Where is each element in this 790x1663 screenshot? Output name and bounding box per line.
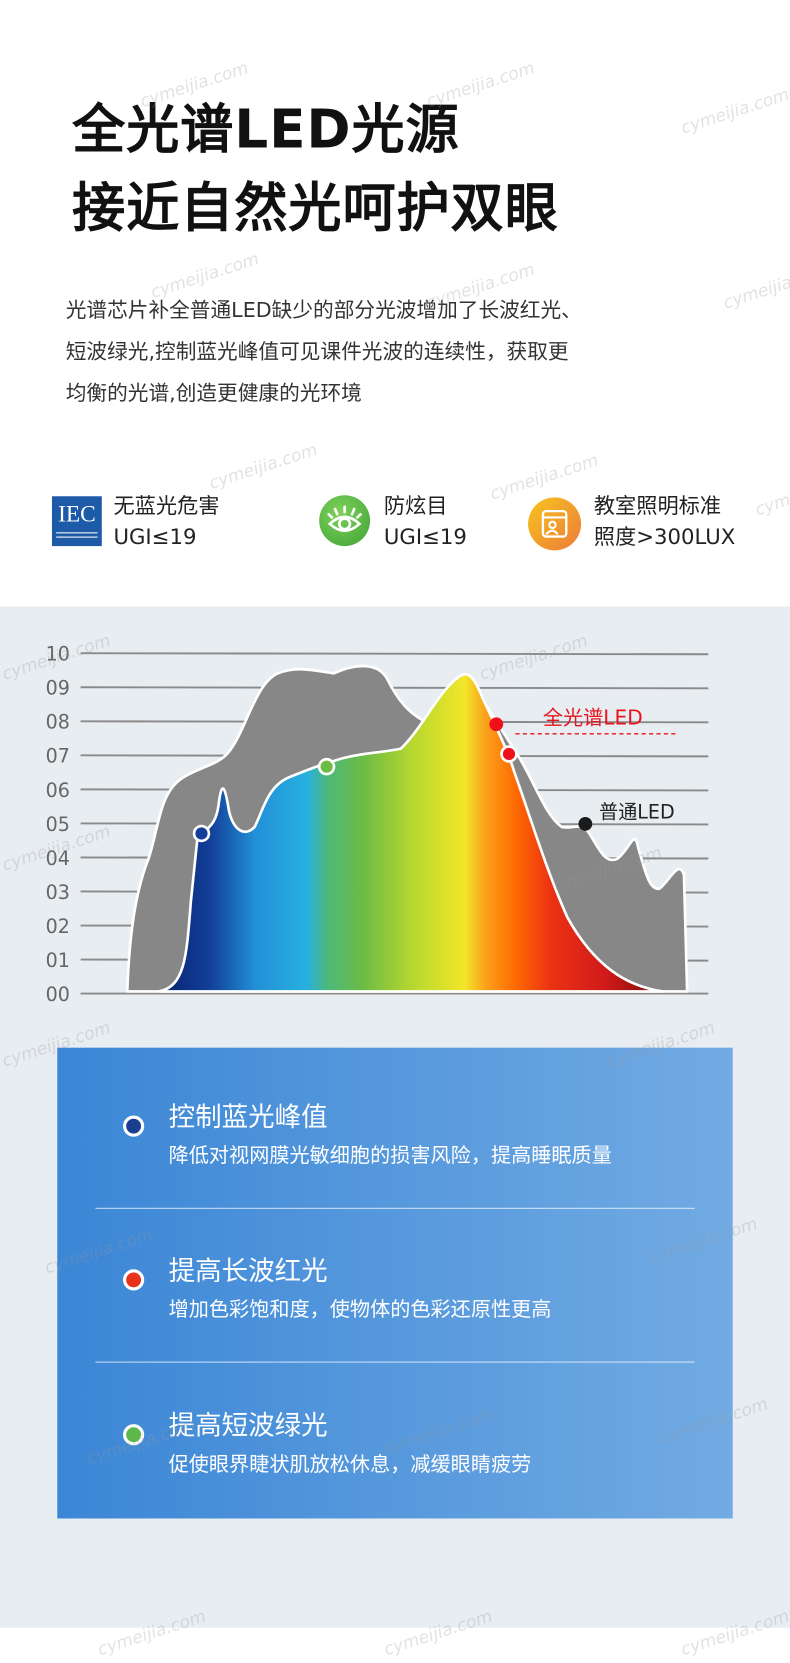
blue-peak-marker — [192, 824, 211, 843]
gridline — [80, 652, 709, 656]
y-tick-label: 05 — [46, 814, 70, 836]
feature-value: 照度>300LUX — [593, 523, 736, 550]
full-spectrum-led-area — [157, 673, 665, 993]
feature-label: 防炫目 — [383, 493, 448, 519]
full-spectrum-label: 全光谱LED — [543, 705, 643, 729]
benefit-subtitle: 降低对视网膜光敏细胞的损害风险，提高睡眠质量 — [168, 1144, 612, 1168]
iec-logo-icon: IEC — [51, 496, 102, 547]
ordinary-led-marker — [578, 817, 593, 831]
eye-icon — [319, 495, 371, 547]
description-line: 光谱芯片补全普通LED缺少的部分光波增加了长波红光、 — [65, 297, 582, 323]
y-tick-label: 10 — [46, 644, 70, 666]
y-tick-label: 07 — [46, 746, 70, 768]
feature-label: 教室照明标准 — [593, 493, 722, 519]
description-line: 短波绿光,控制蓝光峰值可见课件光波的连续性，获取更 — [65, 339, 569, 364]
benefit-subtitle: 促使眼界睫状肌放松休息，减缓眼睛疲劳 — [168, 1452, 532, 1477]
ordinary-led-label: 普通LED — [599, 802, 675, 824]
red-bullet-icon — [123, 1269, 145, 1291]
description-line: 均衡的光谱,创造更健康的光环境 — [65, 380, 362, 406]
page-title-line1: 全光谱LED光源 — [72, 98, 460, 161]
benefit-title: 提高长波红光 — [168, 1255, 328, 1287]
red-label-marker — [489, 717, 504, 732]
green-marker — [317, 757, 336, 776]
benefit-title: 提高短波绿光 — [168, 1410, 328, 1442]
feature-label: 无蓝光危害 — [113, 493, 220, 519]
green-bullet-icon — [123, 1424, 145, 1446]
feature-value: UGI≤19 — [383, 523, 467, 550]
spectrum-chart: 10 09 08 07 06 05 04 03 02 01 00 全光谱LED 普通LED — [46, 644, 709, 1006]
red-marker — [500, 745, 518, 763]
page-title-line2: 接近自然光呵护双眼 — [72, 177, 559, 239]
benefits-panel: 控制蓝光峰值 降低对视网膜光敏细胞的损害风险，提高睡眠质量 提高长波红光 增加色… — [57, 1047, 733, 1519]
y-tick-label: 04 — [46, 848, 70, 870]
classroom-board-icon — [528, 497, 582, 551]
benefit-title: 控制蓝光峰值 — [168, 1101, 328, 1133]
y-tick-label: 06 — [46, 780, 70, 802]
divider — [95, 1361, 695, 1363]
y-tick-label: 01 — [46, 950, 70, 972]
y-tick-label: 08 — [46, 712, 70, 734]
divider — [95, 1207, 695, 1209]
y-tick-label: 09 — [46, 678, 70, 700]
y-tick-label: 02 — [46, 916, 70, 938]
y-tick-label: 00 — [46, 984, 70, 1006]
blue-bullet-icon — [123, 1115, 145, 1137]
gridline — [80, 686, 709, 690]
benefit-subtitle: 增加色彩饱和度，使物体的色彩还原性更高 — [168, 1297, 552, 1322]
y-tick-label: 03 — [46, 882, 70, 904]
feature-value: UGI≤19 — [113, 523, 197, 550]
